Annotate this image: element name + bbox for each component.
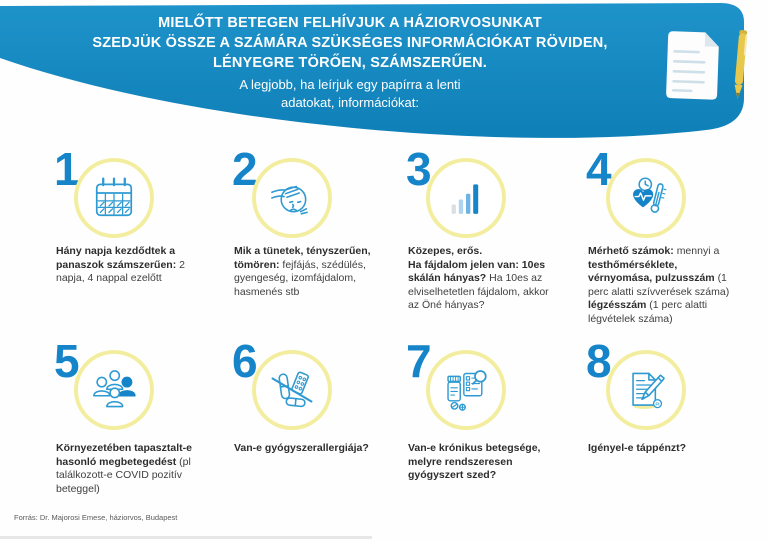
step-1-text-regular: 2 napja, 4 nappal ezelőtt [56,258,185,285]
step-2-description: Mik a tünetek, tényszerűen, tömören: fej… [234,245,385,299]
header-title-line-3: LÉNYEGRE TÖRŐEN, SZÁMSZERŰEN. [212,55,488,71]
step-2-text-regular: fejfájás, szédülés, gyengeség, izomfájda… [234,258,366,298]
sick-person-icon [271,185,308,215]
header-subtitle-line-1: A legjobb, ha leírjuk egy papírra a lent… [239,77,461,92]
header-title-line-2: SZEDJÜK ÖSSZE A SZÁMÁRA SZÜKSÉGES INFORM… [92,35,608,51]
step-8-circle: Ft [606,350,686,430]
step-4: 4 Mérhető számok: mennyi a te [586,146,744,340]
step-5: 5 Környezetében tapasztalt-e hasonló meg… [54,338,212,532]
vitals-heart-clock-thermometer-icon [633,177,667,213]
step-8: 8 Ft [586,338,744,532]
step-1-description: Hány napja kezdődtek a panaszok számszer… [56,245,207,286]
step-3-text-bold-line: Közepes, erős. [408,245,483,257]
header-banner [0,3,744,138]
step-6-circle [252,350,332,430]
step-3-circle [426,158,506,238]
step-2: 2 Mik a tünetek, tényszerűen, tömören: f… [232,146,390,340]
step-4-text-bold-1: Mérhető számok: [588,245,677,257]
svg-text:Ft: Ft [655,401,660,406]
pen-icon [734,30,748,99]
calendar-icon [95,177,133,217]
step-5-text-regular: (pl találkozott-e COVID pozitív beteggel… [56,455,191,495]
no-medicine-allergy-icon [271,371,313,408]
header-title-line-1: MIELŐTT BETEGEN FELHÍVJUK A HÁZIORVOSUNK… [158,15,542,31]
header-subtitle-line-2: adatokat, információkat: [280,95,420,110]
step-2-text-bold: Mik a tünetek, tényszerűen, tömören: [234,245,371,271]
source-credit: Forrás: Dr. Majorosi Emese, háziorvos, B… [14,513,178,522]
people-group-icon [93,370,136,408]
step-4-text-bold-2: testhőmérséklete, vérnyomása, pulzusszám [588,258,718,285]
step-2-circle [252,158,332,238]
paper-and-pen-icon [666,30,748,100]
step-7-description: Van-e krónikus betegsége, melyre rendsze… [408,442,559,483]
step-8-description: Igényel-e táppénzt? [588,442,739,456]
step-6: 6 [232,338,390,532]
step-7-text-bold: Van-e krónikus betegsége, melyre rendsze… [408,442,541,481]
pain-scale-bars-icon [451,184,479,214]
step-4-circle [606,158,686,238]
step-3-description: Közepes, erős. Ha fájdalom jelen van: 10e… [408,245,559,313]
bottom-edge-strip [0,536,372,539]
step-6-description: Van-e gyógyszerallergiája? [234,442,385,456]
step-4-description: Mérhető számok: mennyi a testhőmérséklet… [588,245,739,326]
step-8-text-bold: Igényel-e táppénzt? [588,442,687,454]
banner-shape [0,3,744,138]
step-3-text-regular: Ha 10es az elviselhetetlen fájdalom, akk… [408,272,549,311]
step-4-text-bold-3: légzésszám [588,299,650,311]
step-5-description: Környezetében tapasztalt-e hasonló megbe… [56,442,207,496]
step-5-text-bold: Környezetében tapasztalt-e hasonló megbe… [56,442,192,468]
step-7: 7 [406,338,564,532]
step-5-circle [74,350,154,430]
step-6-text-bold: Van-e gyógyszerallergiája? [234,442,369,454]
document-pencil-money-icon: Ft [632,372,665,410]
step-4-text-regular-2: (1 perc alatti szívverések száma) [588,272,730,298]
step-3: 3 Közepes, erős. Ha fájdalom jelen van: 1… [406,146,564,340]
step-4-text-regular-3: (1 perc alatti légvételek száma) [588,299,708,325]
medicine-checklist-icon [447,370,487,411]
step-4-text-regular-1: mennyi a [676,245,720,257]
step-3-text-bold: Ha fájdalom jelen van: 10es skálán hánya… [408,258,546,285]
header-text: MIELŐTT BETEGEN FELHÍVJUK A HÁZIORVOSUNK… [30,13,670,112]
step-1-text-bold: Hány napja kezdődtek a panaszok számszer… [56,245,180,271]
step-1: 1 Hány napja kezdődtek a panaszok számsz… [54,146,212,340]
step-1-circle [74,158,154,238]
step-7-circle [426,350,506,430]
